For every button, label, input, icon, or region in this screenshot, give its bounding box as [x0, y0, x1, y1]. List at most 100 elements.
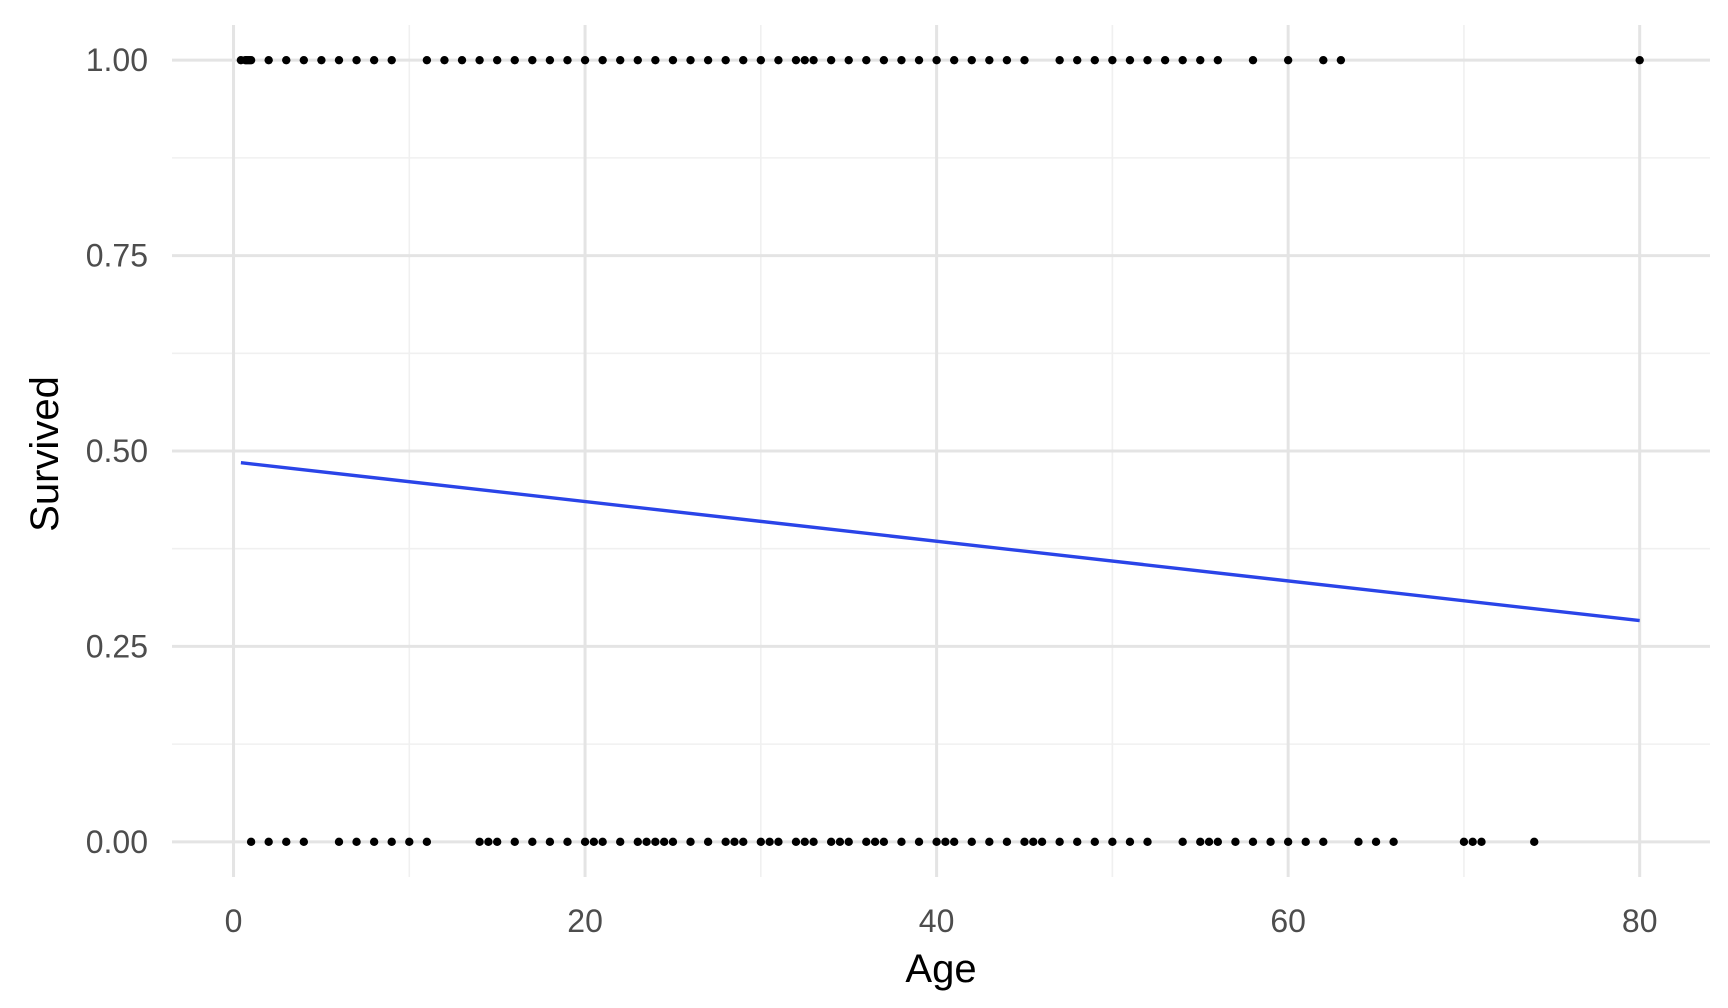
x-tick-label: 80: [1622, 903, 1658, 939]
data-point: [563, 837, 572, 847]
x-tick-label: 60: [1270, 903, 1306, 939]
data-point: [941, 837, 950, 847]
data-point: [563, 55, 572, 65]
data-point: [1055, 55, 1064, 65]
data-point: [914, 55, 924, 65]
data-point: [844, 55, 853, 65]
data-point: [1213, 837, 1223, 847]
data-point: [264, 55, 273, 65]
data-point: [1477, 837, 1486, 847]
data-point: [791, 837, 801, 847]
data-point: [897, 55, 906, 65]
data-point: [642, 837, 651, 847]
data-point: [1073, 837, 1082, 847]
data-point: [334, 55, 344, 65]
y-tick-label: 0.75: [86, 238, 148, 274]
y-tick-label: 0.25: [86, 628, 148, 664]
data-point: [826, 55, 836, 65]
data-point: [387, 837, 396, 847]
data-point: [967, 837, 976, 847]
data-point: [1002, 837, 1012, 847]
data-point: [352, 837, 361, 847]
data-point: [897, 837, 906, 847]
data-point: [1178, 55, 1187, 65]
data-point: [739, 55, 748, 65]
data-point: [739, 837, 748, 847]
data-point: [633, 837, 642, 847]
data-point: [879, 837, 889, 847]
data-point: [1231, 837, 1240, 847]
data-point: [1090, 55, 1100, 65]
data-point: [914, 837, 924, 847]
x-axis-title: Age: [905, 947, 976, 991]
data-point: [1020, 837, 1029, 847]
data-point: [809, 55, 818, 65]
data-point: [668, 55, 678, 65]
data-point: [1283, 55, 1293, 65]
data-point: [1319, 837, 1328, 847]
data-point: [862, 55, 871, 65]
data-point: [985, 55, 994, 65]
data-point: [387, 55, 396, 65]
data-point: [1178, 837, 1187, 847]
data-point: [835, 837, 845, 847]
data-point: [528, 55, 537, 65]
data-point: [457, 55, 467, 65]
data-point: [1283, 837, 1293, 847]
data-point: [791, 55, 801, 65]
data-point: [510, 55, 519, 65]
data-point: [659, 837, 669, 847]
data-point: [492, 55, 502, 65]
data-point: [826, 837, 836, 847]
data-point: [1468, 837, 1477, 847]
data-point: [282, 837, 291, 847]
data-point: [1389, 837, 1398, 847]
data-point: [668, 837, 678, 847]
data-point: [1002, 55, 1012, 65]
data-point: [475, 55, 484, 65]
data-point: [1196, 837, 1205, 847]
data-point: [985, 837, 994, 847]
data-point: [1055, 837, 1064, 847]
data-point: [545, 837, 555, 847]
data-point: [616, 55, 625, 65]
data-point: [809, 837, 818, 847]
data-point: [369, 837, 379, 847]
data-point: [1248, 837, 1258, 847]
data-point: [756, 55, 766, 65]
data-point: [651, 837, 660, 847]
data-point: [1266, 837, 1275, 847]
data-point: [774, 55, 783, 65]
data-point: [703, 837, 713, 847]
data-point: [1160, 55, 1170, 65]
data-point: [299, 55, 309, 65]
data-point: [949, 55, 959, 65]
data-point: [1196, 55, 1205, 65]
data-point: [1143, 837, 1152, 847]
data-point: [1530, 837, 1539, 847]
data-point: [1108, 837, 1117, 847]
data-point: [616, 837, 625, 847]
data-point: [703, 55, 713, 65]
data-point: [932, 837, 941, 847]
data-point: [967, 55, 976, 65]
data-point: [686, 837, 695, 847]
data-point: [510, 837, 519, 847]
data-point: [1336, 55, 1346, 65]
data-point: [528, 837, 537, 847]
data-point: [800, 837, 809, 847]
data-point: [1635, 55, 1644, 65]
data-points: [236, 55, 1644, 847]
data-point: [949, 837, 959, 847]
data-point: [264, 837, 273, 847]
data-point: [1301, 837, 1310, 847]
data-point: [282, 55, 291, 65]
data-point: [1319, 55, 1328, 65]
data-point: [1143, 55, 1152, 65]
data-point: [1029, 837, 1038, 847]
data-point: [1371, 837, 1381, 847]
data-point: [730, 837, 739, 847]
x-tick-label: 40: [919, 903, 955, 939]
data-point: [1125, 55, 1135, 65]
data-point: [484, 837, 493, 847]
